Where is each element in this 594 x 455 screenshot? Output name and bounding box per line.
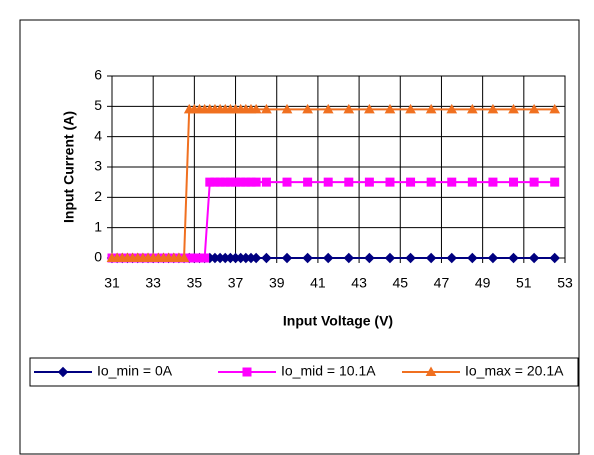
y-tick-label: 1 [94,218,102,234]
marker [509,177,519,187]
x-tick-label: 53 [557,275,573,291]
marker [385,177,395,187]
marker [261,252,272,264]
marker [364,177,374,187]
marker [251,177,261,187]
marker [549,103,561,114]
marker [467,252,478,264]
marker [528,252,540,264]
x-tick-label: 49 [475,275,491,291]
marker [250,103,262,114]
x-tick-label: 31 [104,275,120,291]
marker [466,103,478,114]
marker [343,252,355,264]
x-axis-label: Input Voltage (V) [283,313,393,329]
x-tick-label: 33 [145,275,161,291]
marker [467,177,477,187]
legend-marker [425,366,437,376]
marker [529,177,539,187]
x-tick-label: 35 [187,275,203,291]
x-tick-label: 41 [310,275,326,291]
marker [178,252,190,262]
y-tick-label: 5 [94,97,102,113]
x-tick-label: 39 [269,275,285,291]
marker [426,177,436,187]
marker [322,252,334,264]
marker [343,103,355,114]
marker [446,252,457,264]
x-tick-label: 37 [228,275,244,291]
legend-label: Io_mid = 10.1A [281,363,376,379]
marker [323,177,333,187]
marker [406,177,416,187]
marker [302,103,313,114]
marker [446,103,458,114]
x-tick-label: 51 [516,275,532,291]
marker [302,252,313,264]
y-tick-label: 3 [94,158,102,174]
y-tick-label: 2 [94,188,102,204]
y-tick-label: 6 [94,67,102,83]
marker [425,103,437,114]
x-tick-label: 47 [434,275,450,291]
marker [425,252,437,264]
marker [405,252,416,264]
marker [384,252,396,264]
y-axis-label: Input Current (A) [61,111,77,223]
marker [508,103,519,114]
marker [549,252,560,264]
marker [281,252,293,264]
marker [261,103,272,114]
marker [384,103,396,114]
marker [364,252,375,264]
legend-label: Io_min = 0A [97,363,173,379]
marker [364,103,375,114]
marker [250,252,262,264]
marker [508,252,519,264]
legend-marker [242,367,252,377]
marker [528,103,540,114]
x-tick-label: 43 [351,275,367,291]
legend-label: Io_max = 20.1A [465,363,564,379]
legend-marker [57,366,69,378]
x-tick-label: 45 [392,275,408,291]
marker [282,177,292,187]
marker [281,103,293,114]
marker [261,177,271,187]
marker [405,103,416,114]
y-tick-label: 4 [94,127,102,143]
marker [303,177,313,187]
marker [344,177,354,187]
marker [322,103,334,114]
marker [550,177,560,187]
marker [447,177,457,187]
y-tick-label: 0 [94,249,102,265]
marker [200,253,210,263]
marker [488,177,498,187]
marker [487,103,499,114]
marker [487,252,499,264]
legend-box [29,357,579,387]
